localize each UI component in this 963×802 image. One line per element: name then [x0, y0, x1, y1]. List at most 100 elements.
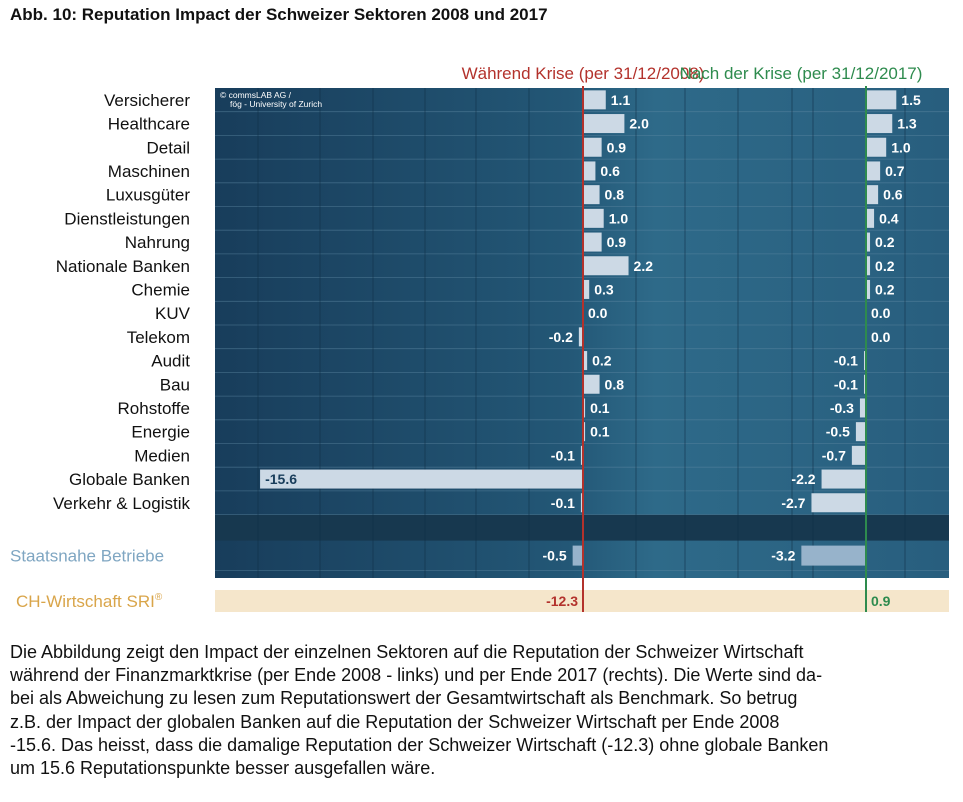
- value-label-2008: 0.3: [594, 281, 614, 297]
- bar-2017: [866, 185, 879, 205]
- value-label-2008: 0.2: [592, 353, 612, 369]
- category-label: Audit: [151, 352, 190, 371]
- category-label: Detail: [147, 138, 190, 157]
- value-label-2008: 0.1: [590, 400, 610, 416]
- value-label-2017: 1.0: [891, 139, 911, 155]
- bar-2008: [583, 256, 629, 276]
- value-label-2017: -2.2: [791, 471, 815, 487]
- value-label-2017: 0.6: [883, 187, 903, 203]
- bar-2008: [583, 90, 606, 110]
- bar-2008: [583, 208, 604, 228]
- value-label-2017: 0.0: [871, 329, 891, 345]
- value-label-2008: 0.9: [607, 139, 627, 155]
- category-label: Medien: [134, 446, 190, 465]
- sri-value-2017: 0.9: [871, 593, 891, 609]
- value-label-2017: 1.5: [901, 92, 921, 108]
- sri-label-superscript: ®: [155, 592, 163, 603]
- bar-2017: [866, 137, 887, 157]
- bar-2008: [580, 493, 583, 513]
- category-label: Healthcare: [108, 115, 190, 134]
- bar-2017: [863, 351, 866, 371]
- value-label-2008: -15.6: [265, 471, 297, 487]
- bar-2008: [583, 374, 600, 394]
- sri-value-2008: -12.3: [546, 593, 578, 609]
- bar-2008: [583, 161, 596, 181]
- value-label-2017: -0.1: [834, 353, 858, 369]
- staatsnahe-value-2017: -3.2: [771, 548, 795, 564]
- bar-2008: [583, 185, 600, 205]
- value-label-2017: -0.7: [822, 447, 846, 463]
- legend-header-2008: Während Krise (per 31/12/2008): [462, 64, 705, 83]
- value-label-2017: 0.2: [875, 281, 895, 297]
- category-label: Maschinen: [108, 162, 190, 181]
- bar-2017: [866, 232, 871, 252]
- bar-2017: [866, 90, 897, 110]
- category-label: Bau: [160, 375, 190, 394]
- category-label: Versicherer: [104, 91, 190, 110]
- bar-2017: [866, 161, 881, 181]
- bar-2008: [583, 114, 625, 134]
- category-label: Chemie: [131, 280, 190, 299]
- bar-2017: [863, 374, 866, 394]
- staatsnahe-value-2008: -0.5: [543, 548, 567, 564]
- category-label: Rohstoffe: [118, 399, 190, 418]
- bar-2017: [855, 422, 866, 442]
- staatsnahe-label: Staatsnahe Betriebe: [10, 547, 164, 566]
- caption-line: um 15.6 Reputationspunkte besser ausgefa…: [10, 758, 436, 779]
- legend-header-2017: Nach der Krise (per 31/12/2017): [680, 64, 923, 83]
- bar-2017: [859, 398, 866, 418]
- category-label: Luxusgüter: [106, 186, 190, 205]
- bar-2017: [866, 114, 893, 134]
- caption-line: während der Finanzmarktkrise (per Ende 2…: [10, 665, 823, 686]
- bar-2008: [578, 327, 583, 347]
- copyright-text: fög - University of Zurich: [230, 99, 322, 109]
- category-label: Nahrung: [125, 233, 190, 252]
- bar-2008: [260, 469, 583, 489]
- staatsnahe-bar-2017: [801, 545, 866, 566]
- sri-label: CH-Wirtschaft SRI®: [16, 592, 163, 611]
- category-label: Telekom: [127, 328, 190, 347]
- value-label-2008: -0.1: [551, 495, 575, 511]
- bar-2008: [583, 398, 586, 418]
- value-label-2017: 0.7: [885, 163, 905, 179]
- value-label-2008: 1.1: [611, 92, 631, 108]
- value-label-2008: -0.1: [551, 447, 575, 463]
- bar-2008: [583, 279, 590, 299]
- category-label: Dienstleistungen: [64, 209, 190, 228]
- value-label-2008: 1.0: [609, 210, 629, 226]
- category-label: Energie: [131, 423, 190, 442]
- bar-2008: [580, 445, 583, 465]
- value-label-2017: 1.3: [897, 116, 917, 132]
- reputation-chart: © commsLAB AG /fög - University of Zuric…: [10, 64, 949, 612]
- bar-2017: [866, 256, 871, 276]
- bar-2017: [811, 493, 866, 513]
- bar-2017: [866, 208, 875, 228]
- value-label-2008: 2.2: [634, 258, 654, 274]
- value-label-2017: -0.1: [834, 376, 858, 392]
- bar-2008: [583, 137, 602, 157]
- value-label-2008: 0.8: [605, 376, 625, 392]
- value-label-2008: 0.0: [588, 305, 608, 321]
- bar-2008: [583, 232, 602, 252]
- value-label-2008: 0.8: [605, 187, 625, 203]
- figure-caption: Die Abbildung zeigt den Impact der einze…: [10, 641, 955, 780]
- category-label: Nationale Banken: [56, 257, 190, 276]
- bar-2008: [583, 351, 588, 371]
- category-label: KUV: [155, 304, 191, 323]
- caption-line: -15.6. Das heisst, dass die damalige Rep…: [10, 734, 829, 755]
- figure-title: Abb. 10: Reputation Impact der Schweizer…: [10, 5, 548, 24]
- copyright-text: © commsLAB AG /: [220, 90, 292, 100]
- bar-2017: [866, 279, 871, 299]
- value-label-2008: 0.9: [607, 234, 627, 250]
- bar-2017: [851, 445, 866, 465]
- value-label-2017: 0.2: [875, 258, 895, 274]
- value-label-2017: 0.4: [879, 210, 899, 226]
- value-label-2017: 0.0: [871, 305, 891, 321]
- caption-line: bei als Abweichung zu lesen zum Reputati…: [10, 688, 798, 709]
- category-label: Verkehr & Logistik: [53, 494, 191, 513]
- bar-2008: [583, 422, 586, 442]
- value-label-2008: 0.1: [590, 424, 610, 440]
- value-label-2008: 2.0: [629, 116, 649, 132]
- value-label-2008: -0.2: [549, 329, 573, 345]
- value-label-2017: -2.7: [781, 495, 805, 511]
